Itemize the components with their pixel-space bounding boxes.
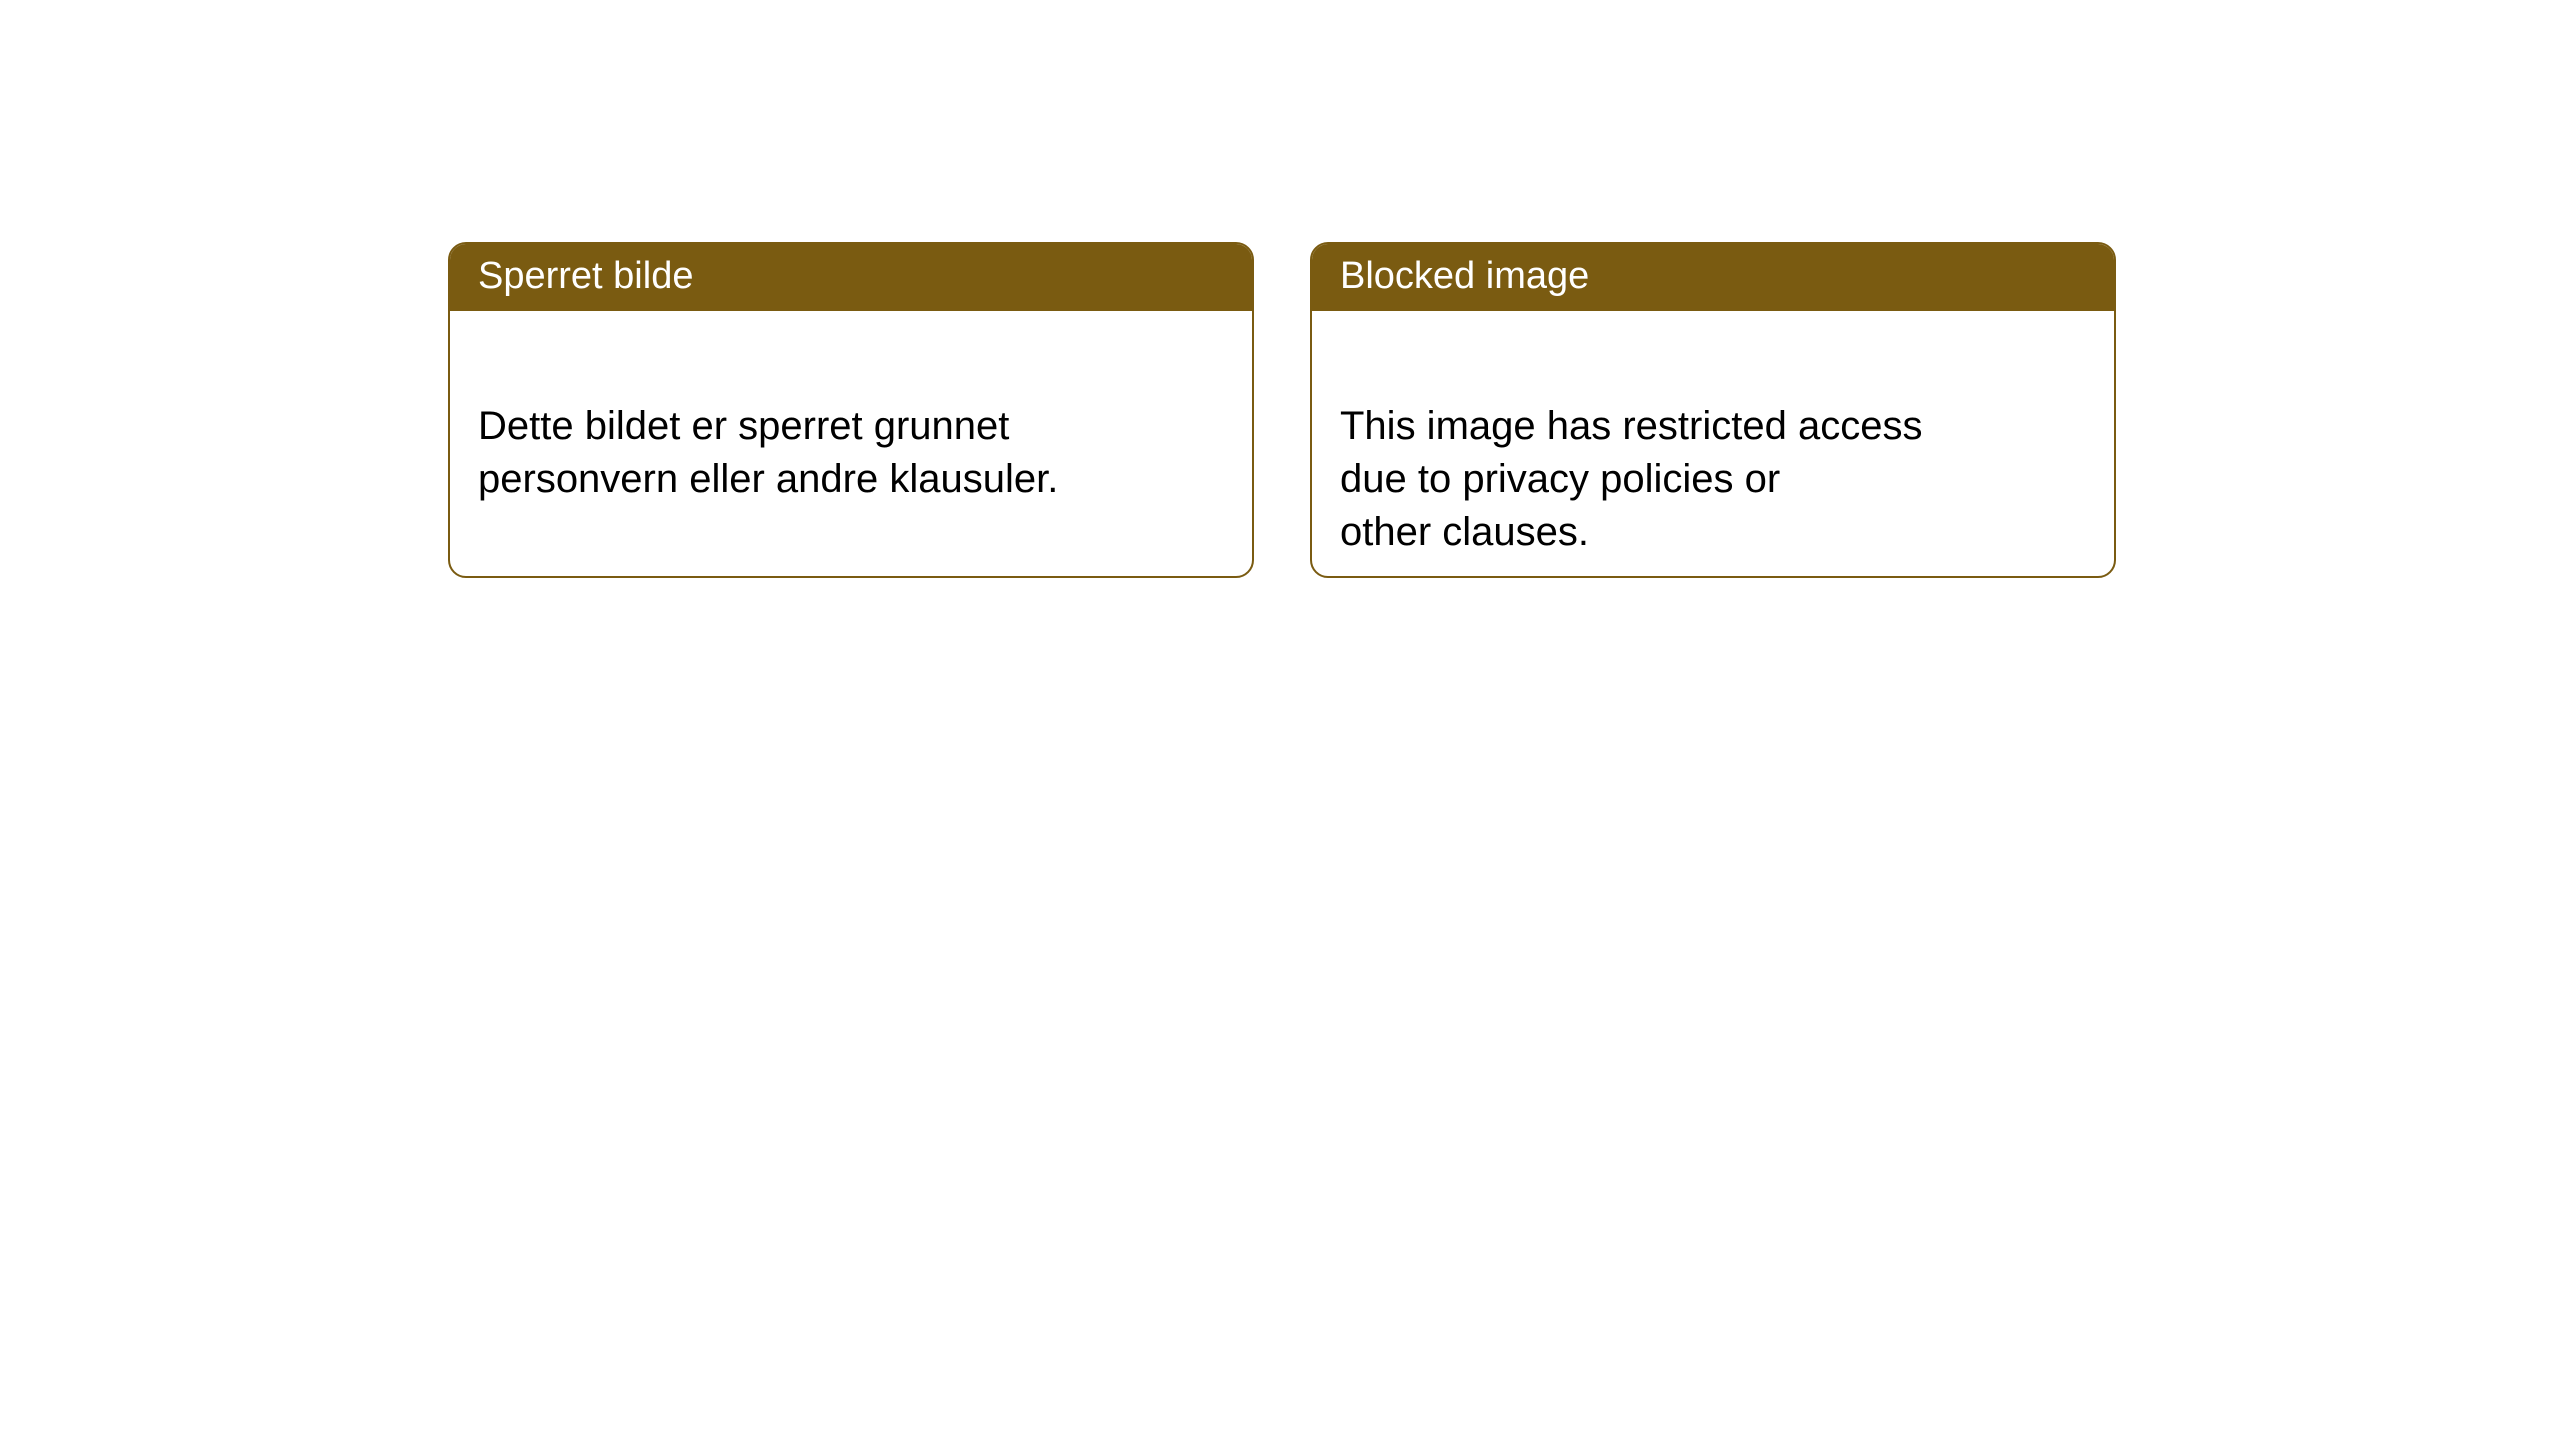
card-body-text-no: Dette bildet er sperret grunnet personve…	[478, 404, 1058, 501]
card-body-en: This image has restricted access due to …	[1312, 311, 2114, 578]
blocked-image-card-no: Sperret bilde Dette bildet er sperret gr…	[448, 242, 1254, 578]
card-title-no: Sperret bilde	[478, 255, 693, 297]
card-title-en: Blocked image	[1340, 255, 1589, 297]
card-body-no: Dette bildet er sperret grunnet personve…	[450, 311, 1252, 533]
blocked-image-card-en: Blocked image This image has restricted …	[1310, 242, 2116, 578]
card-header-no: Sperret bilde	[450, 244, 1252, 311]
card-body-text-en: This image has restricted access due to …	[1340, 404, 1922, 554]
card-header-en: Blocked image	[1312, 244, 2114, 311]
notice-container: Sperret bilde Dette bildet er sperret gr…	[0, 0, 2560, 578]
